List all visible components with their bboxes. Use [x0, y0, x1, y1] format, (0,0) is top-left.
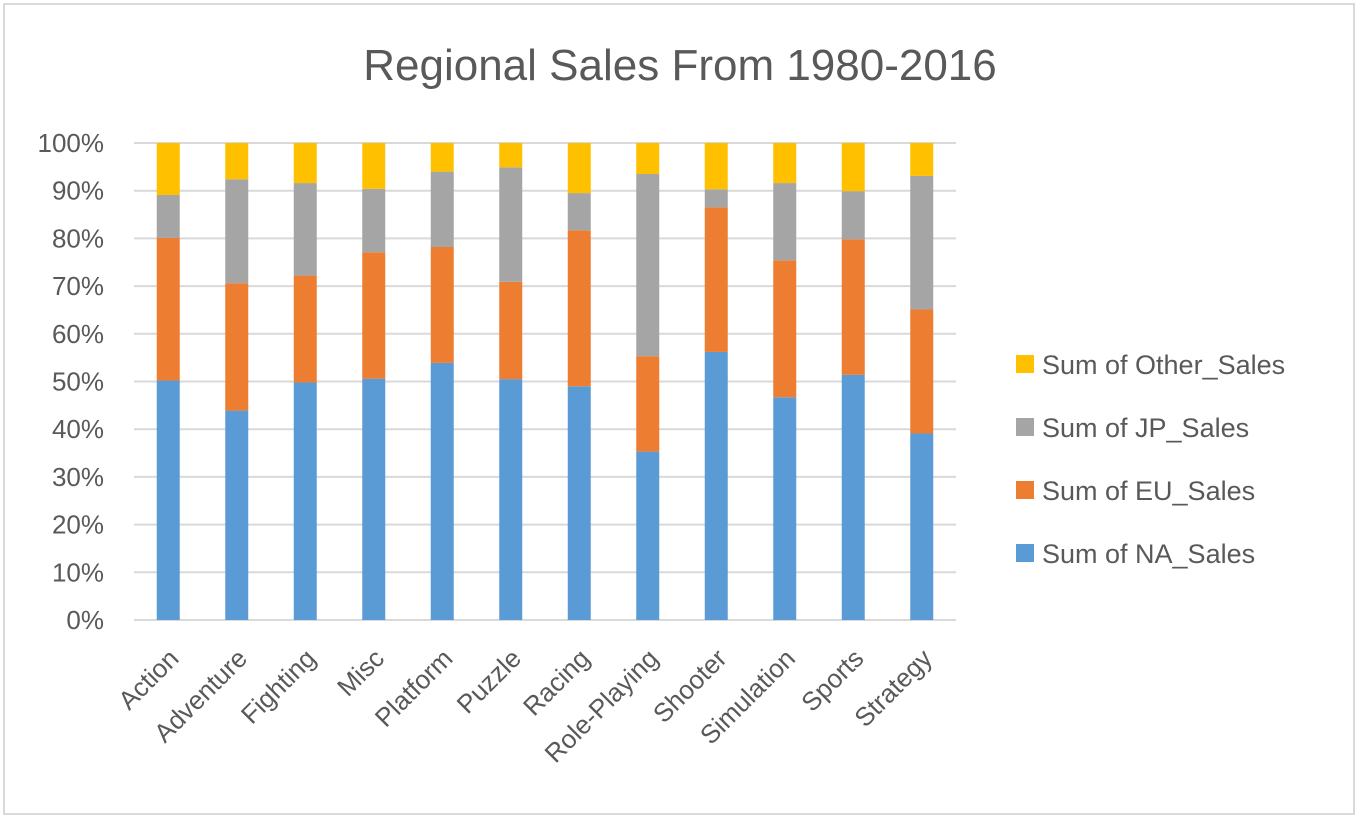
legend-label: Sum of JP_Sales [1042, 413, 1249, 443]
x-tick-label: Puzzle [451, 643, 527, 719]
bar-segment [567, 386, 591, 620]
bar-segment [567, 193, 591, 231]
bar-segment [704, 207, 728, 352]
x-tick-label: Platform [369, 643, 459, 733]
bar-segment [430, 143, 454, 172]
y-tick-label: 30% [52, 462, 104, 492]
legend-swatch [1016, 355, 1034, 373]
y-tick-label: 20% [52, 510, 104, 540]
y-tick-label: 10% [52, 557, 104, 587]
bar-segment [499, 281, 523, 380]
bar-segment [841, 239, 865, 375]
legend-swatch [1016, 544, 1034, 562]
bar-segment [156, 380, 180, 620]
legend: Sum of Other_Sales Sum of JP_Sales Sum of … [1016, 350, 1285, 569]
bar-segment [156, 237, 180, 381]
bar-segment [841, 374, 865, 620]
bar-segment [910, 433, 934, 620]
y-axis-ticks: 0% 10% 20% 30% 40% 50% 60% 70% 80% 90% 100% [38, 128, 105, 635]
bar-segment [841, 191, 865, 240]
chart-title: Regional Sales From 1980-2016 [363, 41, 997, 90]
bar-segment [704, 143, 728, 190]
bar-segment [773, 397, 797, 620]
bar-segment [636, 451, 660, 620]
y-tick-label: 100% [38, 128, 105, 158]
bars [156, 143, 934, 620]
legend-label: Sum of EU_Sales [1042, 476, 1255, 506]
bar-segment [910, 143, 934, 176]
bar-segment [430, 171, 454, 247]
bar-segment [499, 379, 523, 620]
bar-segment [225, 143, 249, 180]
bar-segment [362, 252, 386, 379]
bar-segment [362, 378, 386, 620]
legend-label: Sum of NA_Sales [1042, 539, 1255, 569]
bar-segment [910, 309, 934, 434]
legend-label: Sum of Other_Sales [1042, 350, 1285, 380]
bar-segment [773, 260, 797, 398]
bar-segment [567, 143, 591, 194]
bar-segment [704, 351, 728, 620]
bar-segment [362, 143, 386, 189]
bar-segment [636, 174, 660, 357]
legend-swatch [1016, 418, 1034, 436]
bar-segment [156, 194, 180, 238]
bar-segment [430, 362, 454, 620]
bar-segment [841, 143, 865, 192]
y-tick-label: 60% [52, 319, 104, 349]
y-tick-label: 40% [52, 414, 104, 444]
bar-segment [499, 167, 523, 282]
y-tick-label: 90% [52, 176, 104, 206]
bar-segment [910, 175, 934, 310]
bar-segment [773, 143, 797, 184]
bar-segment [225, 283, 249, 411]
x-tick-label: Fighting [235, 643, 322, 730]
bar-segment [293, 382, 317, 620]
y-tick-label: 70% [52, 271, 104, 301]
bar-segment [225, 179, 249, 284]
x-tick-label: Strategy [848, 643, 938, 733]
y-tick-label: 50% [52, 367, 104, 397]
bar-segment [430, 246, 454, 363]
bar-segment [225, 410, 249, 620]
bar-segment [293, 183, 317, 276]
gridlines [134, 142, 956, 621]
bar-segment [293, 143, 317, 184]
bar-segment [636, 143, 660, 175]
legend-swatch [1016, 481, 1034, 499]
x-tick-label: Misc [331, 643, 390, 702]
bar-segment [636, 356, 660, 452]
bar-segment [499, 143, 523, 168]
bar-segment [293, 275, 317, 383]
bar-segment [567, 230, 591, 387]
y-tick-label: 0% [66, 605, 104, 635]
bar-segment [773, 183, 797, 261]
bar-segment [704, 189, 728, 208]
bar-segment [362, 188, 386, 253]
y-tick-label: 80% [52, 223, 104, 253]
bar-segment [156, 143, 180, 195]
